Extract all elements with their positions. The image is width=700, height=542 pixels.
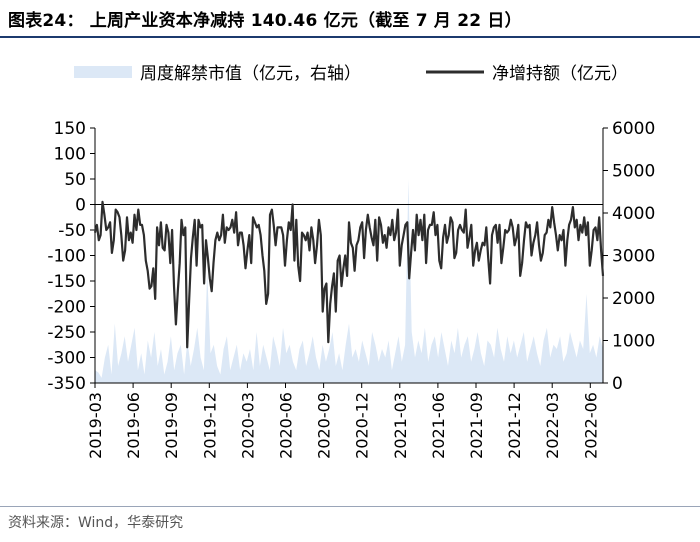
x-tick-label: 2020-06 [277, 392, 296, 459]
x-tick-label: 2020-12 [353, 392, 372, 459]
left-tick-label: -200 [47, 298, 86, 318]
right-tick-label: 0 [612, 374, 623, 394]
x-tick-label: 2022-03 [543, 392, 562, 459]
x-tick-label: 2022-06 [581, 392, 600, 459]
left-tick-label: 150 [54, 119, 86, 139]
chart-canvas: 150 100 50 0 -50 -100 -150 -200 -250 -300 -350 6000… [47, 64, 655, 459]
title-divider [0, 36, 700, 38]
x-tick-label: 2019-12 [200, 392, 219, 459]
x-tick-label: 2019-06 [124, 392, 143, 459]
left-tick-label: 100 [54, 145, 86, 165]
left-tick-label: -300 [47, 349, 86, 369]
x-tick-label: 2019-09 [162, 392, 181, 459]
x-tick-label: 2021-06 [429, 392, 448, 459]
x-tick-label: 2019-03 [86, 392, 105, 459]
source-note: 资料来源：Wind，华泰研究 [8, 515, 184, 531]
right-tick-label: 1000 [612, 332, 655, 352]
right-tick-label: 4000 [612, 204, 655, 224]
legend-area-label: 周度解禁市值（亿元，右轴） [140, 64, 361, 84]
left-tick-label: 0 [75, 196, 86, 216]
x-tick-label: 2020-03 [238, 392, 257, 459]
title-bar: 图表24： 上周产业资本净减持 140.46 亿元（截至 7 月 22 日） [0, 0, 700, 38]
legend-line-label: 净增持额（亿元） [492, 64, 628, 84]
net-increase-line [93, 200, 605, 349]
left-tick-label: 50 [64, 170, 86, 190]
x-tick-label: 2021-09 [467, 392, 486, 459]
right-tick-label: 2000 [612, 289, 655, 309]
right-tick-label: 5000 [612, 162, 655, 182]
left-tick-label: -50 [58, 221, 86, 241]
left-tick-label: -350 [47, 374, 86, 394]
chart-title: 图表24： 上周产业资本净减持 140.46 亿元（截至 7 月 22 日） [8, 11, 522, 31]
x-tick-label: 2020-09 [315, 392, 334, 459]
left-tick-label: -150 [47, 272, 86, 292]
right-tick-label: 3000 [612, 247, 655, 267]
unlock-value-area [95, 179, 603, 383]
left-tick-label: -100 [47, 247, 86, 267]
x-tick-label: 2021-12 [505, 392, 524, 459]
legend-area-swatch [74, 66, 132, 78]
right-tick-label: 6000 [612, 119, 655, 139]
source-divider [0, 506, 700, 507]
left-tick-label: -250 [47, 323, 86, 343]
x-tick-label: 2021-03 [391, 392, 410, 459]
